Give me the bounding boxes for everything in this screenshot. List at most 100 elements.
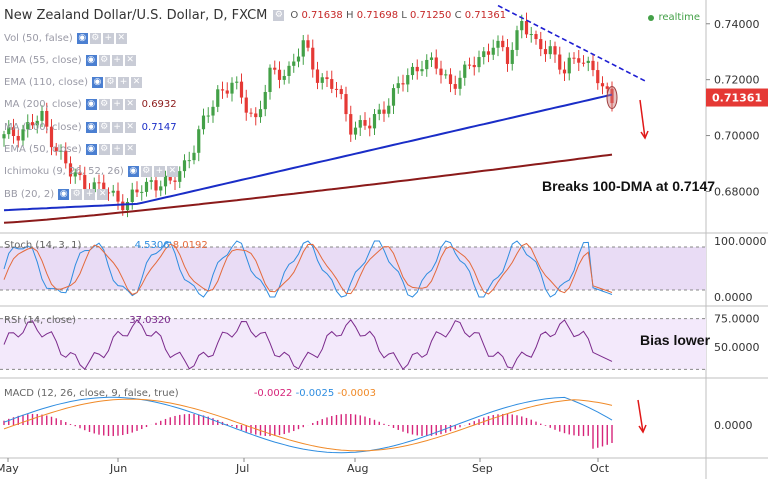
settings-icon[interactable]: ⚙	[98, 144, 110, 155]
rsi-band	[0, 318, 706, 370]
eye-icon[interactable]: ◉	[58, 188, 70, 200]
candle-body	[68, 163, 73, 177]
candle-body	[448, 74, 453, 85]
chart-title-bar: New Zealand Dollar/U.S. Dollar, D, FXCM …	[4, 8, 506, 23]
candle-body	[349, 114, 353, 135]
candle-body	[567, 57, 571, 74]
add-icon[interactable]: +	[111, 99, 123, 111]
close-icon[interactable]: ✕	[97, 188, 109, 200]
candle-body	[429, 57, 434, 60]
candle-body	[539, 39, 543, 50]
indicator-row[interactable]: MA (200, close) ◉ ⚙ + ✕ 0.6932	[4, 98, 177, 112]
close-icon[interactable]: ✕	[124, 99, 136, 111]
close-icon[interactable]: ✕	[166, 166, 178, 178]
candle-body	[458, 77, 462, 89]
candle-body	[339, 88, 343, 95]
eye-icon[interactable]: ◉	[85, 99, 97, 111]
macd-label: MACD (12, 26, close, 9, false, true) -0.…	[4, 388, 377, 399]
add-icon[interactable]: +	[111, 144, 123, 155]
candle-body	[444, 74, 448, 76]
candle-body	[49, 126, 54, 148]
candle-body	[78, 172, 82, 176]
eye-icon[interactable]: ◉	[91, 77, 103, 89]
candle-body	[391, 88, 396, 106]
macd-down-arrow	[637, 399, 644, 433]
settings-icon[interactable]: ⚙	[98, 54, 110, 66]
candle-body	[372, 114, 377, 129]
candle-body	[311, 47, 315, 70]
candle-body	[415, 66, 419, 72]
candle-body	[548, 46, 552, 55]
indicator-label: EMA (110, close)	[4, 77, 88, 89]
settings-icon[interactable]: ⚙	[89, 32, 101, 44]
add-icon[interactable]: +	[84, 188, 96, 200]
candle-body	[558, 54, 562, 70]
close-icon[interactable]: ✕	[124, 121, 136, 133]
settings-icon[interactable]: ⚙	[98, 99, 110, 111]
candle-body	[330, 79, 334, 89]
eye-icon[interactable]: ◉	[85, 144, 97, 155]
add-icon[interactable]: +	[153, 166, 165, 178]
candle-body	[363, 120, 367, 126]
add-icon[interactable]: +	[111, 54, 123, 66]
time-tick-label: Aug	[347, 462, 368, 475]
candle-body	[106, 192, 111, 194]
candle-body	[486, 51, 491, 55]
indicator-value: 0.7147	[141, 121, 177, 133]
candle-body	[59, 150, 63, 152]
settings-icon[interactable]: ⚙	[273, 10, 285, 21]
indicator-row[interactable]: MA (100, close) ◉ ⚙ + ✕ 0.7147	[4, 120, 177, 134]
indicator-row[interactable]: EMA (110, close) ◉ ⚙ + ✕	[4, 76, 142, 90]
close-icon[interactable]: ✕	[124, 54, 136, 66]
price-tick-label: 0.68000	[714, 185, 760, 198]
candle-body	[225, 90, 229, 94]
close-icon[interactable]: ✕	[115, 32, 127, 44]
price-tick-label: 0.70000	[714, 130, 760, 143]
candle-body	[472, 64, 476, 68]
close-icon[interactable]: ✕	[130, 77, 142, 89]
indicator-row[interactable]: EMA (50, close) ◉ ⚙ + ✕	[4, 143, 136, 157]
stoch-band	[0, 247, 706, 290]
add-icon[interactable]: +	[117, 77, 129, 89]
settings-icon[interactable]: ⚙	[140, 166, 152, 178]
candle-body	[159, 186, 163, 191]
candle-body	[220, 89, 225, 91]
add-icon[interactable]: +	[111, 121, 123, 133]
candle-body	[192, 152, 196, 161]
candle-body	[410, 66, 415, 76]
candle-body	[600, 83, 605, 87]
settings-icon[interactable]: ⚙	[104, 77, 116, 89]
candle-body	[425, 59, 429, 70]
candle-body	[610, 88, 614, 104]
candle-body	[562, 69, 567, 74]
stoch-k-line	[3, 240, 613, 298]
candle-body	[73, 172, 77, 177]
eye-icon[interactable]: ◉	[127, 166, 139, 178]
candle-body	[21, 129, 25, 141]
candle-body	[249, 112, 253, 114]
candle-body	[296, 56, 301, 62]
indicator-value: 0.6932	[141, 99, 177, 111]
candle-body	[382, 109, 386, 114]
indicator-row[interactable]: BB (20, 2) ◉ ⚙ + ✕	[4, 187, 109, 201]
settings-icon[interactable]: ⚙	[71, 188, 83, 200]
price-tick-label: 0.74000	[714, 18, 760, 31]
candle-body	[273, 67, 277, 70]
settings-icon[interactable]: ⚙	[98, 121, 110, 133]
eye-icon[interactable]: ◉	[85, 121, 97, 133]
candle-body	[368, 125, 372, 129]
add-icon[interactable]: +	[102, 32, 114, 44]
candle-body	[268, 67, 272, 93]
eye-icon[interactable]: ◉	[76, 32, 88, 44]
candle-body	[187, 160, 191, 162]
indicator-row[interactable]: Vol (50, false) ◉ ⚙ + ✕	[4, 31, 127, 45]
annotation-bias-lower: Bias lower	[640, 332, 711, 348]
indicator-row[interactable]: Ichimoku (9, 26, 52, 26) ◉ ⚙ + ✕	[4, 165, 178, 179]
candle-body	[467, 64, 472, 66]
candle-body	[163, 175, 168, 187]
macd-tick-label: 0.0000	[714, 419, 753, 432]
candle-body	[40, 110, 44, 121]
indicator-row[interactable]: EMA (55, close) ◉ ⚙ + ✕	[4, 53, 136, 67]
eye-icon[interactable]: ◉	[85, 54, 97, 66]
close-icon[interactable]: ✕	[124, 144, 136, 155]
